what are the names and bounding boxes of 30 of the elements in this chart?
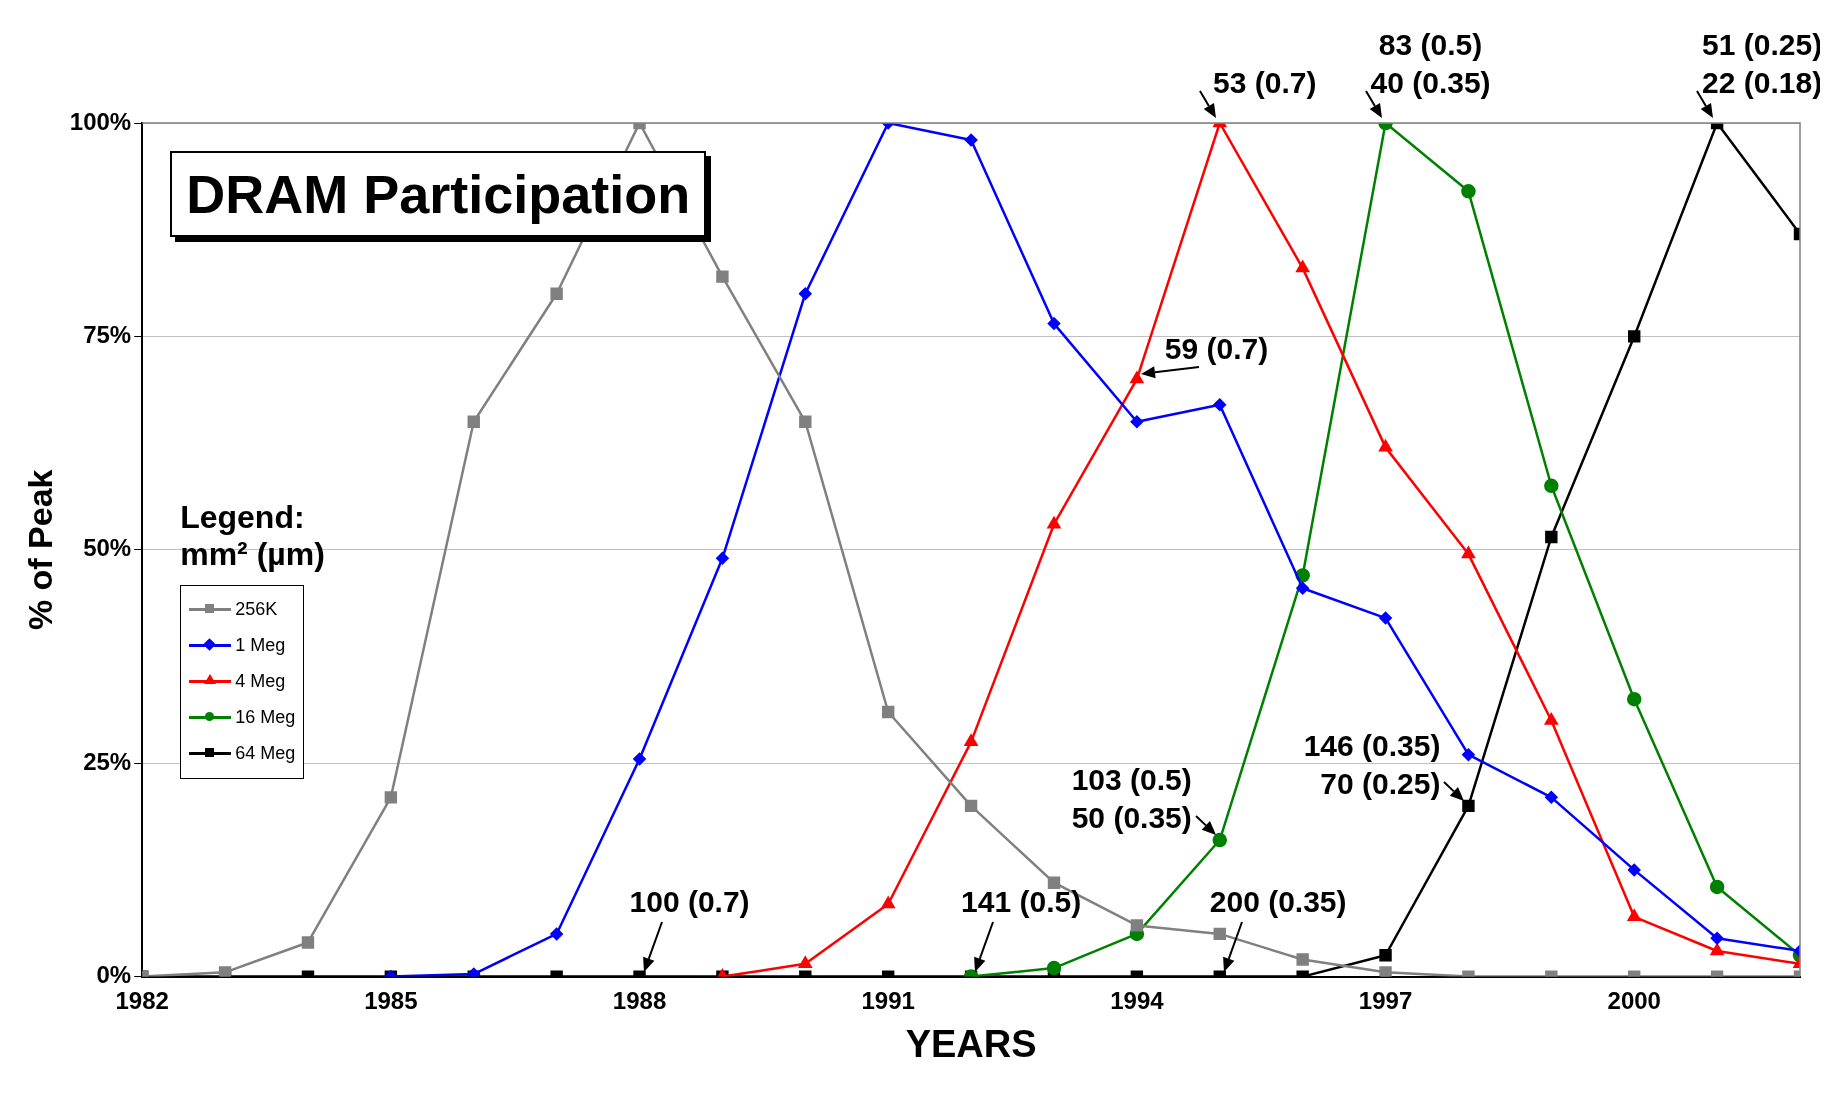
x-tick-label: 2000 [1607, 986, 1661, 1014]
y-tick-label: 25% [83, 747, 132, 775]
annotation: 103 (0.5) 50 (0.35) [1071, 763, 1192, 835]
x-axis-title: YEARS [905, 1022, 1037, 1065]
x-tick-label: 1994 [1110, 986, 1165, 1014]
annotation: 59 (0.7) [1164, 332, 1269, 366]
legend-label: 1 Meg [235, 635, 286, 657]
legend-label: 16 Meg [235, 707, 296, 729]
y-tick-label: 100% [69, 107, 132, 135]
x-tick-label: 1988 [612, 986, 667, 1014]
annotation: 146 (0.35) 70 (0.25) [1303, 728, 1441, 800]
x-tick-label: 1982 [115, 986, 169, 1014]
annotation: 141 (0.5) [961, 884, 1082, 918]
legend-label: 4 Meg [235, 671, 286, 693]
annotation: 100 (0.7) [629, 884, 750, 918]
annotation: 51 (0.25) 22 (0.18) [1702, 28, 1823, 99]
annotation: 53 (0.7) [1213, 66, 1317, 99]
annotation: 83 (0.5) 40 (0.35) [1370, 28, 1491, 99]
annotation: 200 (0.35) [1209, 884, 1347, 918]
legend-label: 256K [235, 599, 278, 621]
y-tick-label: 0% [96, 961, 132, 989]
legend-title: Legend: mm² (µm) [180, 498, 325, 573]
text: DRAM Participation [170, 151, 707, 237]
y-tick-label: 75% [83, 321, 132, 349]
x-tick-label: 1985 [364, 986, 418, 1014]
y-axis-title: % of Peak [20, 469, 59, 631]
y-tick-label: 50% [83, 534, 132, 562]
x-tick-label: 1991 [861, 986, 915, 1014]
x-tick-label: 1997 [1358, 986, 1413, 1014]
legend-label: 64 Meg [235, 743, 296, 765]
